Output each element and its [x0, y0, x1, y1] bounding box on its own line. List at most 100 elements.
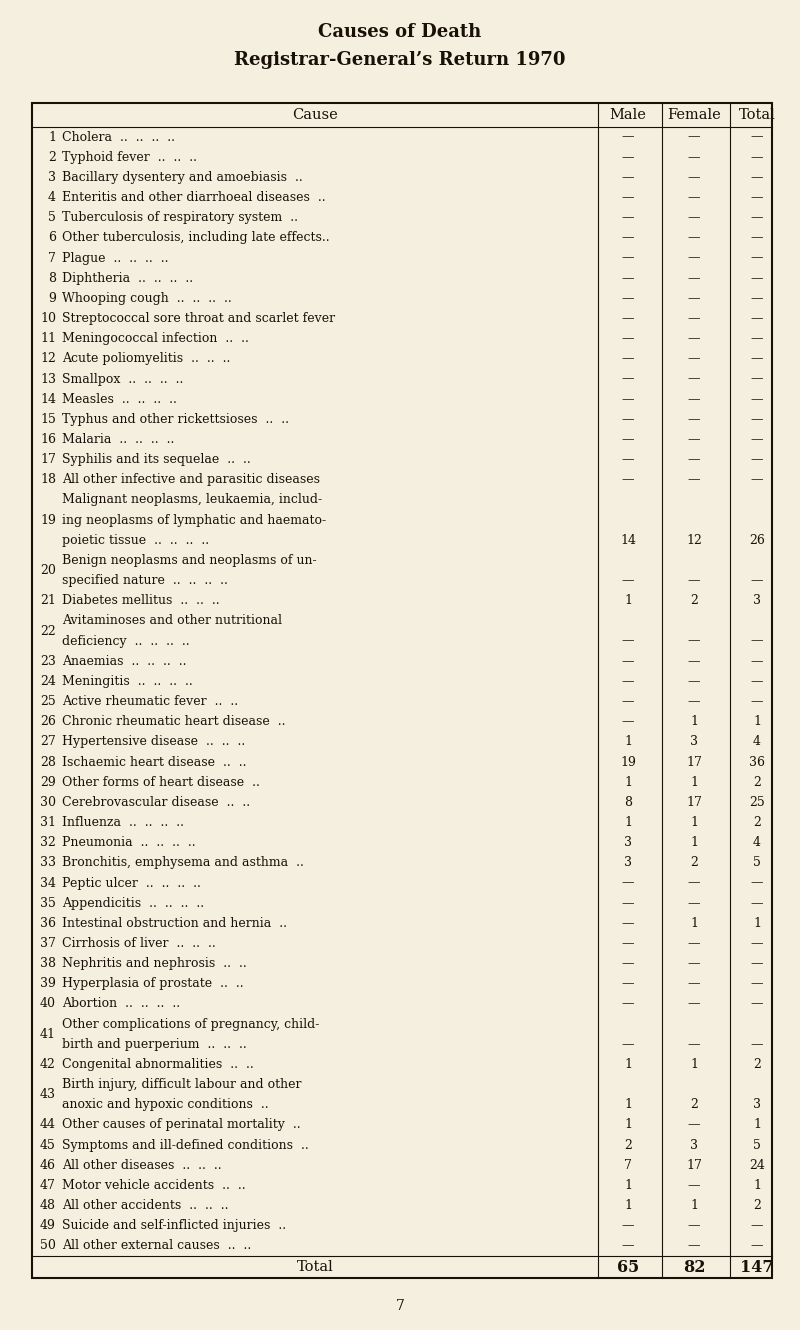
Text: —: —	[750, 332, 763, 346]
Text: —: —	[750, 876, 763, 890]
Text: —: —	[622, 211, 634, 225]
Text: —: —	[688, 271, 700, 285]
Text: —: —	[688, 291, 700, 305]
Text: —: —	[622, 392, 634, 406]
Text: —: —	[688, 372, 700, 386]
Text: 35: 35	[40, 896, 56, 910]
Text: 2: 2	[753, 1057, 761, 1071]
Text: —: —	[750, 192, 763, 203]
Text: —: —	[750, 372, 763, 386]
Text: Meningitis  ..  ..  ..  ..: Meningitis .. .. .. ..	[62, 674, 193, 688]
Bar	[32, 102, 772, 1278]
Text: ing neoplasms of lymphatic and haemato-: ing neoplasms of lymphatic and haemato-	[62, 513, 326, 527]
Text: Whooping cough  ..  ..  ..  ..: Whooping cough .. .. .. ..	[62, 291, 232, 305]
Text: —: —	[750, 352, 763, 366]
Text: —: —	[622, 473, 634, 487]
Text: 50: 50	[40, 1240, 56, 1253]
Text: Other tuberculosis, including late effects..: Other tuberculosis, including late effec…	[62, 231, 330, 245]
Text: 40: 40	[40, 998, 56, 1011]
Text: 12: 12	[40, 352, 56, 366]
Text: —: —	[750, 434, 763, 446]
Text: —: —	[622, 958, 634, 970]
Text: 15: 15	[40, 412, 56, 426]
Text: —: —	[750, 291, 763, 305]
Text: anoxic and hypoxic conditions  ..: anoxic and hypoxic conditions ..	[62, 1099, 269, 1112]
Text: —: —	[688, 251, 700, 265]
Text: 2: 2	[48, 150, 56, 164]
Text: 42: 42	[40, 1057, 56, 1071]
Text: —: —	[750, 654, 763, 668]
Text: Female: Female	[667, 108, 721, 122]
Text: Diphtheria  ..  ..  ..  ..: Diphtheria .. .. .. ..	[62, 271, 193, 285]
Text: —: —	[622, 1220, 634, 1233]
Text: —: —	[622, 412, 634, 426]
Text: —: —	[750, 313, 763, 325]
Text: 26: 26	[749, 533, 765, 547]
Text: —: —	[688, 392, 700, 406]
Text: Enteritis and other diarrhoeal diseases  ..: Enteritis and other diarrhoeal diseases …	[62, 192, 326, 203]
Text: 41: 41	[40, 1028, 56, 1041]
Text: 36: 36	[40, 916, 56, 930]
Text: —: —	[750, 938, 763, 950]
Text: Bronchitis, emphysema and asthma  ..: Bronchitis, emphysema and asthma ..	[62, 857, 304, 870]
Text: —: —	[750, 392, 763, 406]
Text: 3: 3	[690, 735, 698, 749]
Text: —: —	[688, 1037, 700, 1051]
Text: Male: Male	[610, 108, 646, 122]
Text: 1: 1	[753, 916, 761, 930]
Text: 3: 3	[690, 1138, 698, 1152]
Text: Influenza  ..  ..  ..  ..: Influenza .. .. .. ..	[62, 817, 184, 829]
Text: —: —	[688, 192, 700, 203]
Text: —: —	[622, 1037, 634, 1051]
Text: 23: 23	[40, 654, 56, 668]
Text: Causes of Death: Causes of Death	[318, 23, 482, 41]
Text: Plague  ..  ..  ..  ..: Plague .. .. .. ..	[62, 251, 169, 265]
Text: Acute poliomyelitis  ..  ..  ..: Acute poliomyelitis .. .. ..	[62, 352, 230, 366]
Text: 1: 1	[690, 817, 698, 829]
Text: Avitaminoses and other nutritional: Avitaminoses and other nutritional	[62, 614, 282, 628]
Text: 7: 7	[48, 251, 56, 265]
Text: 3: 3	[624, 837, 632, 850]
Text: 1: 1	[753, 1119, 761, 1132]
Text: 34: 34	[40, 876, 56, 890]
Text: 20: 20	[40, 564, 56, 577]
Text: 19: 19	[620, 755, 636, 769]
Text: 16: 16	[40, 434, 56, 446]
Text: Cirrhosis of liver  ..  ..  ..: Cirrhosis of liver .. .. ..	[62, 938, 216, 950]
Text: —: —	[750, 1220, 763, 1233]
Text: 1: 1	[690, 916, 698, 930]
Text: Cerebrovascular disease  ..  ..: Cerebrovascular disease .. ..	[62, 795, 250, 809]
Text: —: —	[622, 978, 634, 991]
Text: —: —	[688, 938, 700, 950]
Text: Other complications of pregnancy, child-: Other complications of pregnancy, child-	[62, 1017, 319, 1031]
Text: 2: 2	[690, 857, 698, 870]
Text: 1: 1	[624, 1200, 632, 1212]
Text: 1: 1	[624, 1119, 632, 1132]
Text: —: —	[750, 251, 763, 265]
Text: Nephritis and nephrosis  ..  ..: Nephritis and nephrosis .. ..	[62, 958, 246, 970]
Text: Congenital abnormalities  ..  ..: Congenital abnormalities .. ..	[62, 1057, 254, 1071]
Text: 4: 4	[753, 735, 761, 749]
Text: 3: 3	[624, 857, 632, 870]
Text: Other causes of perinatal mortality  ..: Other causes of perinatal mortality ..	[62, 1119, 301, 1132]
Text: Suicide and self-inflicted injuries  ..: Suicide and self-inflicted injuries ..	[62, 1220, 286, 1233]
Text: —: —	[622, 291, 634, 305]
Text: —: —	[622, 696, 634, 708]
Text: 1: 1	[48, 130, 56, 144]
Text: Malignant neoplasms, leukaemia, includ-: Malignant neoplasms, leukaemia, includ-	[62, 493, 322, 507]
Text: 37: 37	[40, 938, 56, 950]
Text: 17: 17	[686, 795, 702, 809]
Text: Tuberculosis of respiratory system  ..: Tuberculosis of respiratory system ..	[62, 211, 298, 225]
Text: 27: 27	[40, 735, 56, 749]
Text: Hypertensive disease  ..  ..  ..: Hypertensive disease .. .. ..	[62, 735, 246, 749]
Text: 1: 1	[690, 837, 698, 850]
Text: —: —	[750, 231, 763, 245]
Text: 4: 4	[753, 837, 761, 850]
Text: —: —	[750, 1037, 763, 1051]
Text: —: —	[750, 696, 763, 708]
Text: Anaemias  ..  ..  ..  ..: Anaemias .. .. .. ..	[62, 654, 186, 668]
Text: 13: 13	[40, 372, 56, 386]
Text: Pneumonia  ..  ..  ..  ..: Pneumonia .. .. .. ..	[62, 837, 196, 850]
Text: 2: 2	[690, 1099, 698, 1112]
Text: Cause: Cause	[292, 108, 338, 122]
